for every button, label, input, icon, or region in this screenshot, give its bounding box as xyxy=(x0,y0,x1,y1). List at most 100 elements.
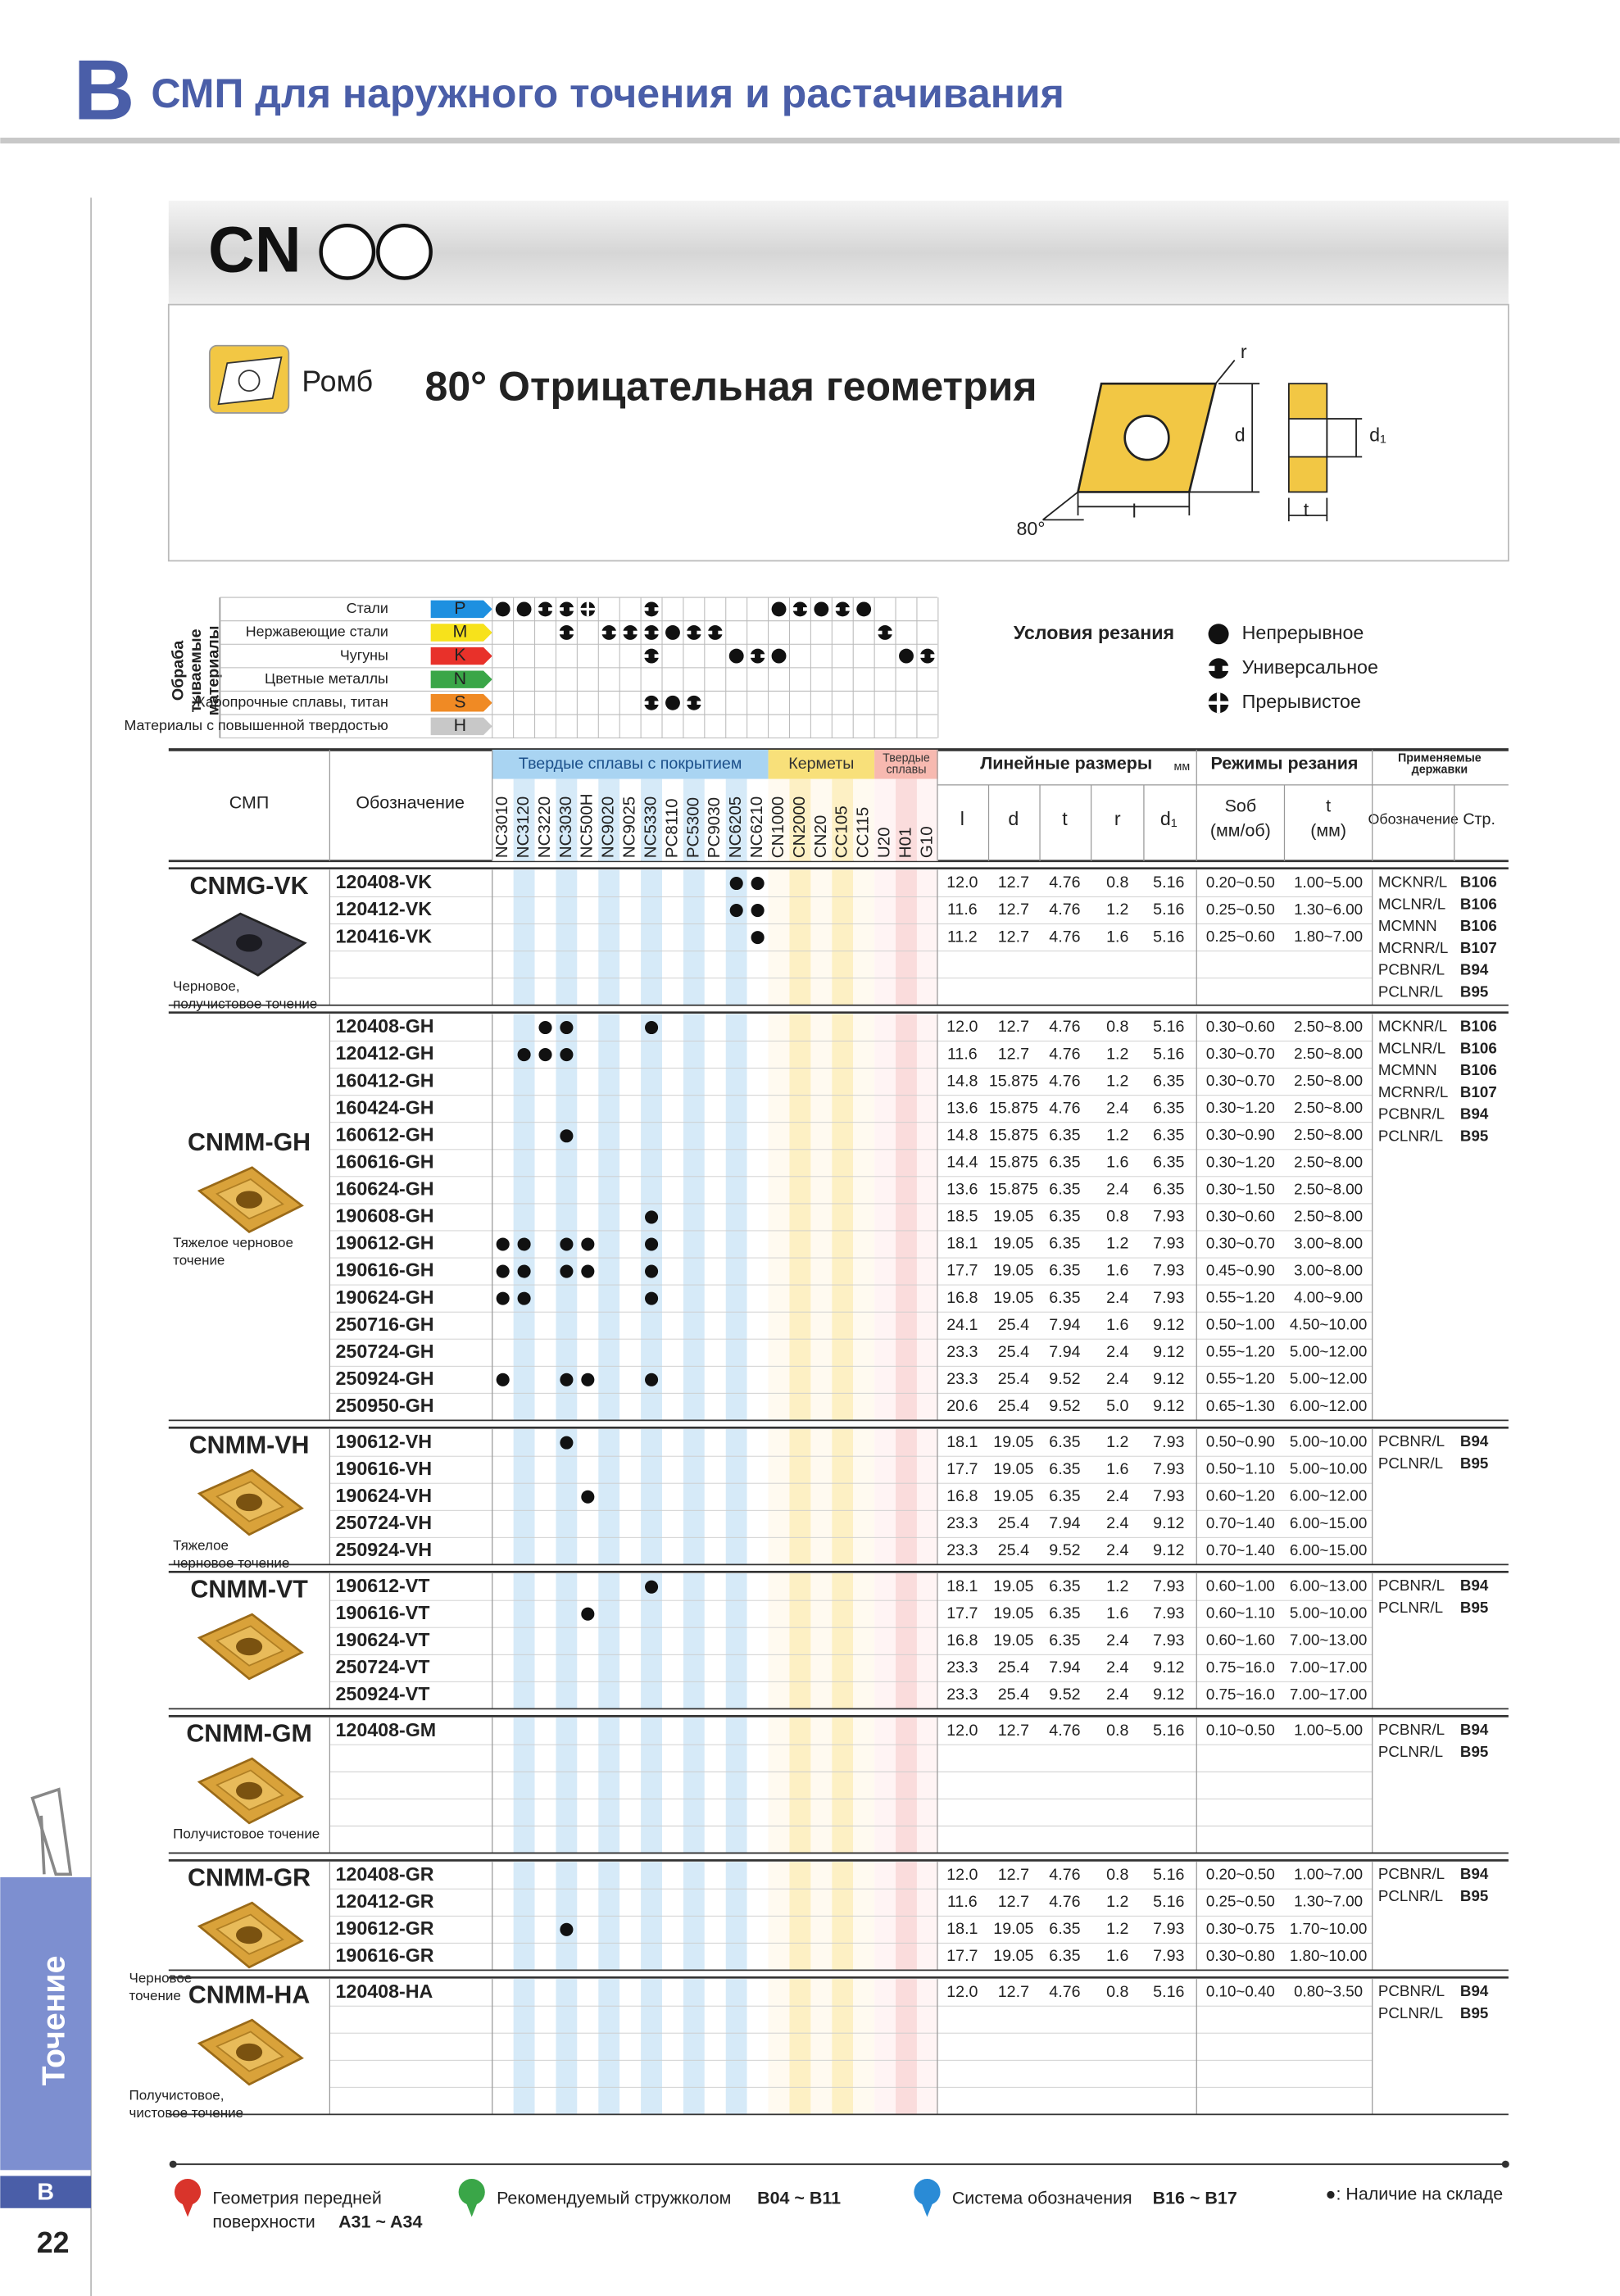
footer-title: Рекомендуемый стружколом xyxy=(497,2189,731,2208)
dimension-value: 4.76 xyxy=(1049,1099,1080,1117)
grade-column-bg xyxy=(598,1429,620,1565)
dimension-value: 17.7 xyxy=(946,1262,978,1280)
depth-value: 1.30~7.00 xyxy=(1294,1893,1363,1910)
header-dim: d xyxy=(1008,808,1019,829)
insert-image-hole xyxy=(236,1926,263,1944)
footer-ref: B04 ~ B11 xyxy=(757,2189,841,2208)
grade-column-bg xyxy=(704,1717,726,1854)
grade-name: H01 xyxy=(896,827,914,858)
grade-column-bg xyxy=(704,1573,726,1709)
grade-name: NC6205 xyxy=(726,796,745,858)
depth-value: 3.00~8.00 xyxy=(1294,1234,1363,1251)
grade-column-bg xyxy=(746,1717,769,1854)
grade-group-band xyxy=(492,749,769,779)
dimension-value: 19.05 xyxy=(993,1604,1033,1622)
stock-dot xyxy=(517,1291,531,1305)
side-label: Точение xyxy=(36,1956,72,2086)
dimension-value: 15.875 xyxy=(989,1072,1038,1090)
dimension-value: 19.05 xyxy=(993,1433,1033,1451)
insert-hole xyxy=(1123,415,1170,461)
dimension-value: 2.4 xyxy=(1106,1487,1128,1505)
depth-value: 3.00~8.00 xyxy=(1294,1262,1363,1279)
shape-title: 80° Отрицательная геометрия xyxy=(425,364,1037,410)
dimension-value: 7.93 xyxy=(1153,1460,1184,1478)
insert-image-hole xyxy=(236,1191,263,1209)
condition-symbol xyxy=(686,625,701,640)
dimension-value: 7.93 xyxy=(1153,1289,1184,1307)
grade-name: NC6210 xyxy=(747,796,766,858)
grade-column-bg xyxy=(641,1429,663,1565)
condition-symbol xyxy=(559,601,574,617)
grade-column-bg xyxy=(768,1573,790,1709)
header-holders: державки xyxy=(1412,764,1468,777)
stock-dot xyxy=(496,1237,510,1251)
grade-name: CC105 xyxy=(833,805,851,858)
grade-column-bg xyxy=(789,778,811,861)
dimension-value: 19.05 xyxy=(993,1487,1033,1505)
grade-column-bg xyxy=(534,1573,556,1709)
footer-title: Геометрия передней xyxy=(212,2189,381,2208)
conditions-title: Условия резания xyxy=(1014,622,1174,643)
grade-column-bg xyxy=(810,1014,833,1421)
feed-value: 0.30~0.70 xyxy=(1206,1072,1275,1089)
dimension-value: 12.7 xyxy=(998,1722,1029,1740)
insert-code: 250950-GH xyxy=(336,1395,434,1416)
dimension-value: 4.76 xyxy=(1049,1866,1080,1884)
condition-symbol-notch xyxy=(749,654,756,658)
legend-symbol xyxy=(1208,624,1229,645)
group-caption: Тяжелое xyxy=(173,1538,229,1554)
grade-column-bg xyxy=(577,869,599,1005)
dimension-label: d₁ xyxy=(1369,424,1386,446)
grade-column-bg xyxy=(789,1979,811,2115)
condition-symbol-notch xyxy=(611,630,618,635)
header-holder-page: Стр. xyxy=(1463,810,1495,828)
stock-dot xyxy=(517,1048,531,1062)
header-dim: l xyxy=(960,808,964,829)
dimension-value: 2.4 xyxy=(1106,1099,1128,1117)
group-name: CNMM-HA xyxy=(188,1982,310,2009)
group-name: CNMM-GM xyxy=(186,1721,311,1748)
material-tag xyxy=(430,624,492,642)
group-caption: Тяжелое черновое xyxy=(173,1235,293,1250)
condition-symbol xyxy=(707,625,723,640)
depth-value: 5.00~10.00 xyxy=(1290,1604,1367,1622)
insert-code: 250924-GH xyxy=(336,1368,434,1389)
feed-value: 0.30~1.20 xyxy=(1206,1099,1275,1116)
insert-side-hole xyxy=(1287,418,1328,458)
grade-name: NC3220 xyxy=(535,796,554,858)
depth-value: 2.50~8.00 xyxy=(1294,1153,1363,1170)
dimension-value: 7.94 xyxy=(1049,1514,1080,1532)
dimension-value: 24.1 xyxy=(946,1316,978,1334)
holder-code: MCRNR/L xyxy=(1378,1083,1448,1100)
dimension-value: 12.7 xyxy=(998,1018,1029,1036)
dimension-value: 25.4 xyxy=(998,1658,1029,1677)
dimension-value: 1.2 xyxy=(1106,1577,1128,1595)
condition-symbol-notch xyxy=(569,630,575,635)
dimension-value: 12.0 xyxy=(946,1722,978,1740)
footer-rule-end xyxy=(169,2160,177,2168)
condition-symbol-notch xyxy=(845,607,851,611)
dimension-value: 15.875 xyxy=(989,1154,1038,1172)
dimension-value: 2.4 xyxy=(1106,1289,1128,1307)
material-code: K xyxy=(454,645,466,665)
condition-symbol-notch xyxy=(643,701,649,705)
insert-code: 120416-VK xyxy=(336,925,433,946)
dimension-value: 7.93 xyxy=(1153,1262,1184,1280)
group-caption: черновое точение xyxy=(173,1555,289,1571)
dimension-value: 25.4 xyxy=(998,1686,1029,1704)
section-tab xyxy=(0,2176,92,2208)
holder-code: PCBNR/L xyxy=(1378,1982,1445,1999)
condition-symbol xyxy=(665,695,680,710)
grade-column-bg xyxy=(556,778,578,861)
dimension-value: 11.6 xyxy=(947,1893,978,1911)
dimension-value: 5.16 xyxy=(1153,1722,1184,1740)
depth-value: 6.00~15.00 xyxy=(1290,1514,1367,1531)
header-designation: Обозначение xyxy=(356,793,465,813)
condition-symbol xyxy=(644,625,659,640)
grade-column-bg xyxy=(725,1014,747,1421)
dimension-value: 9.12 xyxy=(1153,1370,1184,1388)
grade-column-bg xyxy=(853,1014,875,1421)
header-dim: r xyxy=(1114,808,1121,829)
dimension-label: 80° xyxy=(1016,518,1045,539)
grade-column-bg xyxy=(725,1573,747,1709)
